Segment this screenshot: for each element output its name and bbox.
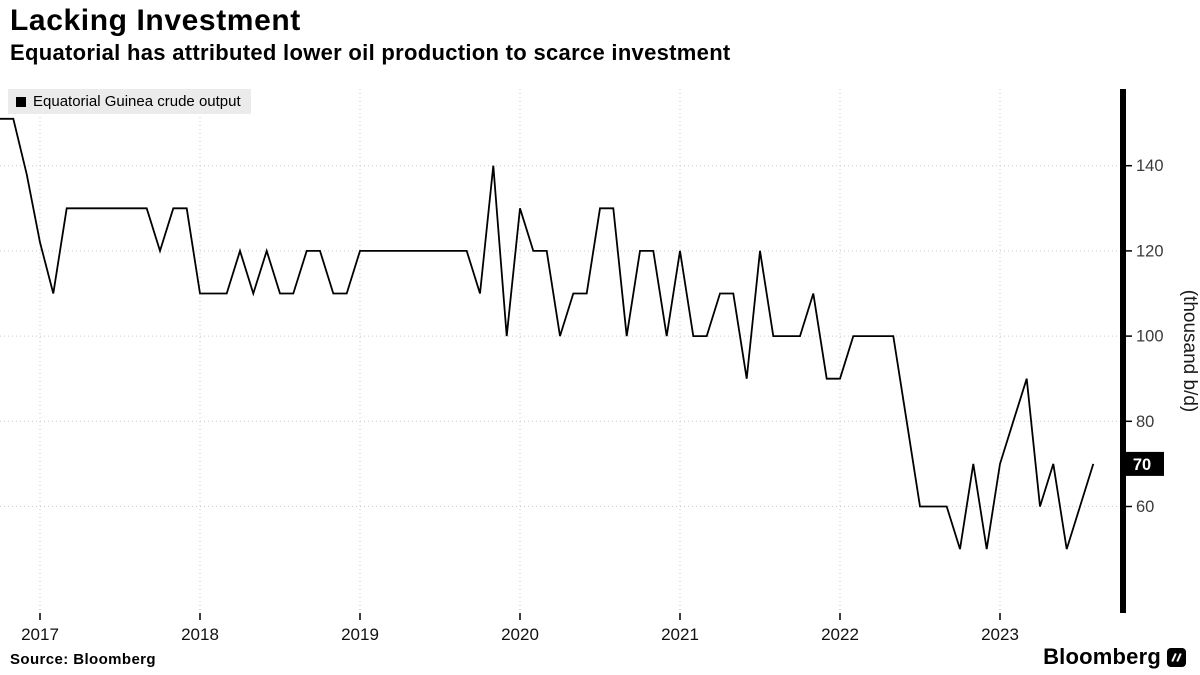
x-tick-label: 2021 xyxy=(661,625,699,644)
legend-label: Equatorial Guinea crude output xyxy=(33,93,241,110)
production-line-chart: 140 120 100 80 60 2017 2018 2019 2020 2021 2022 202… xyxy=(0,89,1200,644)
bloomberg-logo-icon xyxy=(1167,647,1186,667)
x-tick-label: 2018 xyxy=(181,625,219,644)
x-tick-label: 2019 xyxy=(341,625,379,644)
page-title: Lacking Investment xyxy=(10,4,301,37)
series-swatch-icon xyxy=(16,96,26,107)
x-tick-label: 2023 xyxy=(981,625,1019,644)
y-axis-bar xyxy=(1120,89,1126,613)
y-tick-label: 140 xyxy=(1136,157,1164,175)
crude-output-line xyxy=(0,117,1095,550)
page-subtitle: Equatorial has attributed lower oil prod… xyxy=(10,40,731,65)
x-tick-label: 2020 xyxy=(501,625,539,644)
x-tick-label: 2017 xyxy=(21,625,59,644)
chart-header: Lacking Investment Equatorial has attrib… xyxy=(10,4,731,66)
source-note: Source: Bloomberg xyxy=(10,651,156,668)
last-value-label: 70 xyxy=(1133,456,1151,474)
x-tick-label: 2022 xyxy=(821,625,859,644)
last-value-marker xyxy=(1120,451,1164,476)
y-tick-label: 60 xyxy=(1136,498,1154,516)
y-tick-label: 120 xyxy=(1136,242,1164,260)
bloomberg-logo: Bloomberg xyxy=(1043,644,1186,670)
legend: Equatorial Guinea crude output xyxy=(8,89,251,114)
y-axis-title: (thousand b/d) xyxy=(1179,290,1200,413)
y-tick-label: 100 xyxy=(1136,328,1164,346)
bloomberg-wordmark: Bloomberg xyxy=(1043,644,1161,669)
y-tick-label: 80 xyxy=(1136,413,1154,431)
